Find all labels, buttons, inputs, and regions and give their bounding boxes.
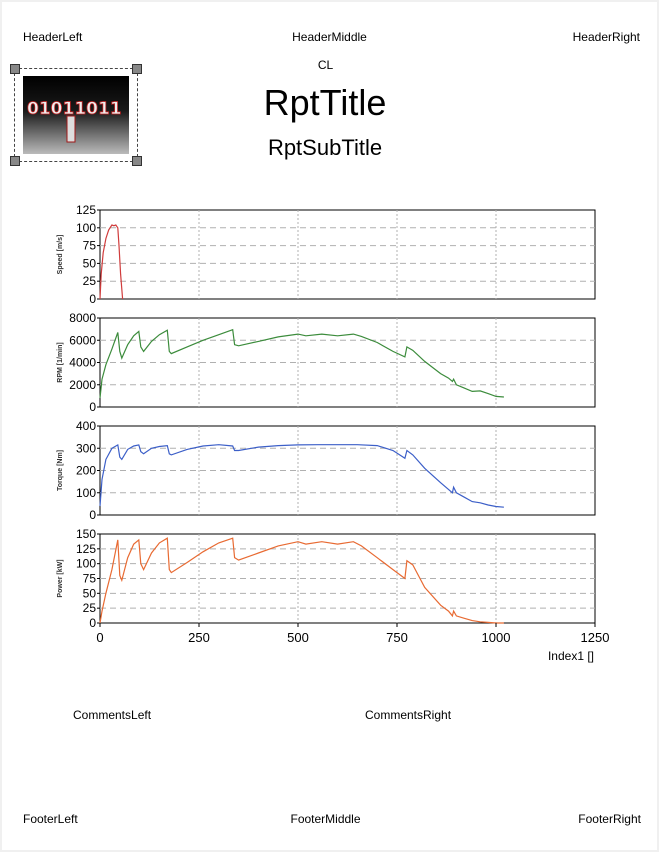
y-tick-label: 8000	[69, 311, 96, 325]
y-tick-label: 50	[83, 586, 97, 600]
resize-handle-top-left[interactable]	[10, 64, 20, 74]
cl-label: CL	[317, 58, 334, 72]
y-tick-label: 50	[83, 256, 97, 270]
comments-left: CommentsLeft	[73, 708, 152, 722]
y-axis-label: Power [kW]	[57, 559, 64, 597]
y-tick-label: 25	[83, 274, 97, 288]
y-tick-label: 0	[89, 508, 96, 522]
footer-middle: FooterMiddle	[290, 812, 361, 826]
plot-panel-0	[99, 209, 596, 300]
x-tick-label: 750	[386, 630, 408, 645]
y-tick-label: 150	[76, 527, 96, 541]
y-tick-label: 400	[76, 419, 96, 433]
y-tick-label: 75	[83, 572, 97, 586]
y-tick-label: 75	[83, 239, 97, 253]
y-tick-label: 2000	[69, 378, 96, 392]
y-tick-label: 100	[76, 486, 96, 500]
series-line-0	[99, 224, 124, 300]
y-tick-label: 0	[89, 292, 96, 306]
x-tick-label: 500	[287, 630, 309, 645]
y-tick-label: 125	[76, 203, 96, 217]
resize-handle-top-right[interactable]	[132, 64, 142, 74]
binary-digits-logo: 01011011	[23, 76, 129, 154]
x-tick-label: 1000	[482, 630, 511, 645]
x-axis-label: Index1 []	[548, 649, 594, 663]
header-right: HeaderRight	[572, 30, 640, 44]
y-axis-label: Speed [m/s]	[57, 235, 64, 275]
y-axis-label: RPM [1/min]	[57, 342, 64, 382]
y-tick-label: 100	[76, 221, 96, 235]
y-tick-label: 0	[89, 616, 96, 630]
header-middle: HeaderMiddle	[292, 30, 367, 44]
logo-selection-frame[interactable]: 01011011	[14, 68, 138, 162]
series-line-1	[99, 328, 504, 399]
y-axis-label: Torque [Nm]	[57, 450, 64, 491]
footer-right: FooterRight	[578, 812, 641, 826]
footer-left: FooterLeft	[23, 812, 78, 826]
resize-handle-bottom-left[interactable]	[10, 156, 20, 166]
y-tick-label: 200	[76, 464, 96, 478]
comments-right: CommentsRight	[365, 708, 452, 722]
resize-handle-bottom-right[interactable]	[132, 156, 142, 166]
logo-text: 01011011	[27, 99, 122, 119]
y-tick-label: 300	[76, 441, 96, 455]
x-tick-label: 0	[96, 630, 103, 645]
y-tick-label: 4000	[69, 356, 96, 370]
header-left: HeaderLeft	[23, 30, 83, 44]
report-title: RptTitle	[263, 82, 387, 123]
series-line-2	[99, 443, 504, 508]
x-tick-label: 250	[188, 630, 210, 645]
x-tick-label: 1250	[581, 630, 610, 645]
report-subtitle: RptSubTitle	[267, 135, 383, 160]
y-tick-label: 100	[76, 557, 96, 571]
y-tick-label: 125	[76, 542, 96, 556]
y-tick-label: 6000	[69, 333, 96, 347]
series-line-3	[99, 537, 504, 624]
y-tick-label: 25	[83, 601, 97, 615]
y-tick-label: 0	[89, 400, 96, 414]
